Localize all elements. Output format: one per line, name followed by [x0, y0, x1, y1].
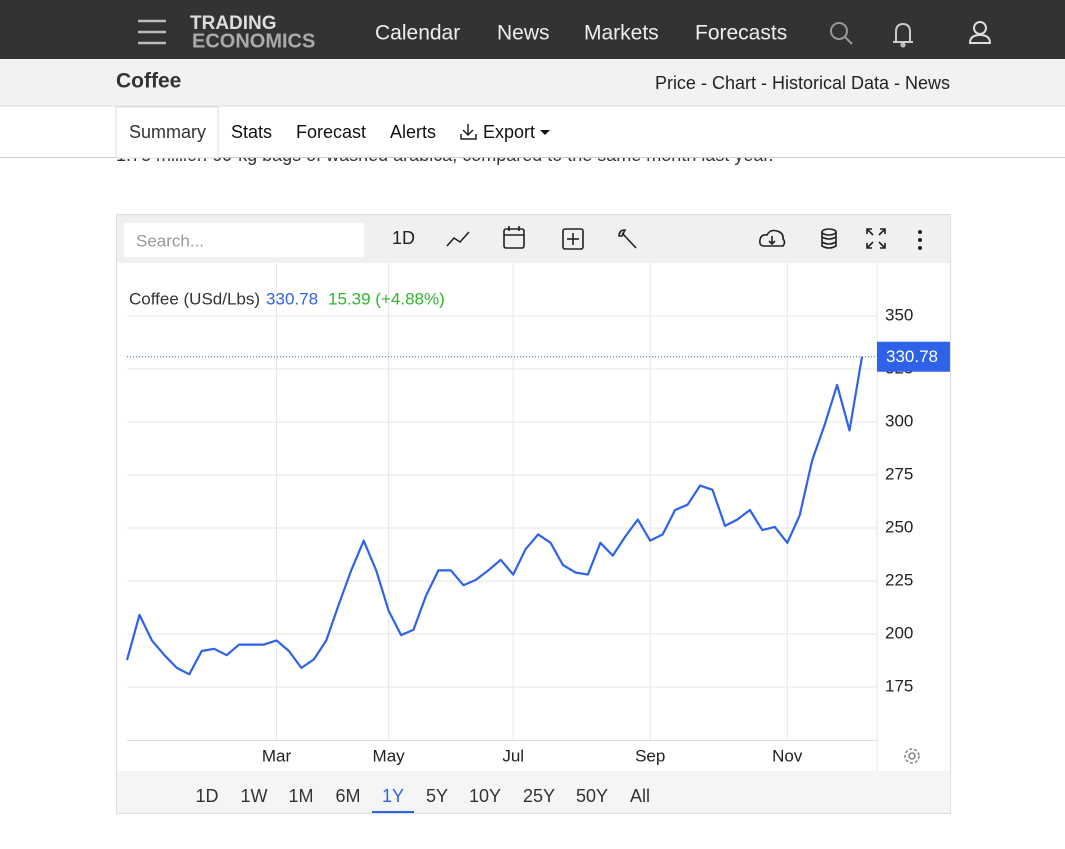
range-button[interactable]: 5Y — [426, 786, 448, 806]
fullscreen-icon[interactable] — [866, 228, 886, 249]
chart-type-icon[interactable] — [446, 231, 470, 247]
y-tick-label: 200 — [885, 623, 913, 642]
page-title: Coffee — [116, 70, 181, 93]
tab[interactable]: Stats — [231, 122, 272, 142]
range-button[interactable]: 1Y — [382, 786, 404, 806]
y-tick-label: 350 — [885, 305, 913, 324]
x-tick-label: May — [373, 746, 406, 765]
active-tab — [115, 106, 219, 159]
legend-name: Coffee (USd/Lbs) — [129, 289, 260, 308]
logo-bottom[interactable]: ECONOMICS — [192, 30, 315, 52]
y-tick-label: 175 — [885, 676, 913, 695]
range-button[interactable]: 1M — [288, 786, 313, 806]
last-price-badge — [877, 341, 950, 372]
menu-icon[interactable] — [138, 19, 166, 45]
download-icon[interactable] — [759, 229, 786, 247]
range-button[interactable]: 10Y — [469, 786, 501, 806]
user-icon[interactable] — [968, 21, 992, 44]
tab[interactable]: Forecast — [296, 122, 366, 142]
range-button[interactable]: 1D — [195, 786, 218, 806]
legend-value: 330.78 — [266, 289, 318, 308]
x-tick-label: Mar — [262, 746, 292, 765]
y-tick-label: 225 — [885, 570, 913, 589]
tab[interactable]: Alerts — [390, 122, 436, 142]
interval-button[interactable]: 1D — [392, 228, 415, 248]
legend-change: 15.39 (+4.88%) — [328, 289, 445, 308]
logo-top[interactable]: TRADING — [190, 13, 277, 34]
nav-link[interactable]: Markets — [584, 22, 659, 45]
range-button[interactable]: 6M — [335, 786, 360, 806]
nav-link[interactable]: News — [497, 22, 550, 45]
sub-header — [0, 59, 1065, 106]
x-tick-label: Sep — [635, 746, 665, 765]
range-button[interactable]: 50Y — [576, 786, 608, 806]
tools-icon[interactable] — [618, 229, 637, 249]
y-tick-label: 250 — [885, 517, 913, 536]
x-tick-label: Nov — [772, 746, 803, 765]
tab[interactable]: Summary — [129, 122, 206, 142]
header-links[interactable]: Price - Chart - Historical Data - News — [655, 73, 950, 93]
database-icon[interactable] — [821, 228, 837, 249]
nav-link[interactable]: Forecasts — [695, 22, 787, 45]
range-button[interactable]: 25Y — [523, 786, 555, 806]
y-tick-label: 275 — [885, 464, 913, 483]
add-indicator-icon[interactable] — [562, 228, 584, 250]
y-tick-label: 300 — [885, 411, 913, 430]
last-price-label: 330.78 — [886, 347, 938, 366]
range-button[interactable]: All — [630, 786, 650, 806]
tab[interactable]: Export — [483, 122, 535, 142]
export-icon[interactable] — [460, 124, 477, 140]
price-line — [125, 356, 864, 676]
nav-link[interactable]: Calendar — [375, 22, 460, 45]
x-tick-label: Jul — [502, 746, 524, 765]
chart-frame — [116, 214, 951, 814]
more-icon[interactable] — [918, 230, 922, 250]
calendar-icon[interactable] — [503, 226, 525, 249]
settings-icon[interactable] — [904, 748, 920, 764]
search-icon[interactable] — [830, 22, 853, 45]
dropdown-caret[interactable] — [540, 130, 550, 135]
range-bar — [117, 771, 950, 813]
top-bar — [0, 0, 1065, 59]
search-placeholder[interactable]: Search... — [136, 231, 204, 250]
bell-icon[interactable] — [893, 22, 913, 48]
search-box[interactable] — [124, 223, 364, 257]
range-button[interactable]: 1W — [241, 786, 268, 806]
